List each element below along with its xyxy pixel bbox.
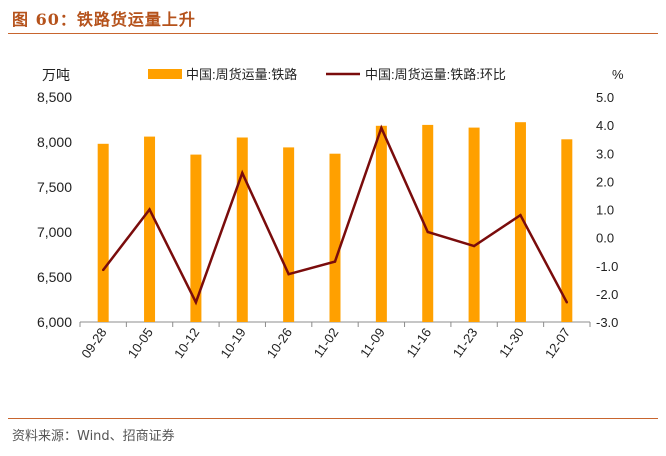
left-tick-label: 6,000 [37,314,72,330]
right-tick-label: 1.0 [596,203,614,218]
right-tick-label: 5.0 [596,90,614,105]
source-note: 资料来源：Wind、招商证券 [12,429,175,444]
x-tick-label: 12-07 [542,325,573,361]
x-tick-label: 11-09 [357,325,388,360]
bar [422,124,434,323]
right-tick-label: -3.0 [596,315,618,330]
bar [375,125,387,322]
line-point [148,208,151,211]
plot-area: 6,000 6,500 7,000 7,500 8,000 8,500 -3.0 -2.0 -1… [37,89,618,361]
right-tick-label: -2.0 [596,287,618,302]
left-tick-label: 8,000 [37,134,72,150]
line-point [194,301,198,304]
line-point [426,230,429,234]
right-axis-unit: % [612,67,624,82]
x-tick-label: 11-16 [403,325,434,360]
bar [190,154,202,322]
right-tick-label: -1.0 [596,259,618,274]
x-tick-label: 10-12 [171,325,202,361]
line-point [519,213,522,217]
legend-bar-label: 中国:周货运量:铁路 [186,67,297,82]
bar [514,122,526,322]
footer-divider [8,418,658,419]
line-point [287,272,290,276]
left-tick-label: 7,000 [37,224,72,240]
line-point [565,301,569,304]
x-tick-label: 10-05 [125,325,156,361]
left-tick-label: 8,500 [37,89,72,105]
title-divider [8,33,658,34]
x-tick-label: 11-02 [311,325,342,360]
line-point [380,126,383,130]
left-tick-label: 6,500 [37,269,72,285]
bar [468,127,480,322]
bar [144,136,156,322]
x-tick-label: 09-28 [78,325,109,361]
bar [283,147,295,322]
bar [561,139,573,322]
x-tick-label: 11-30 [496,325,527,360]
line-point [241,171,244,175]
line-point [472,244,476,248]
left-axis-unit: 万吨 [42,67,70,83]
right-tick-label: 2.0 [596,174,614,189]
bar [329,153,341,322]
right-tick-label: 4.0 [596,118,614,133]
line-point [101,268,105,272]
bar [97,143,109,322]
left-tick-label: 7,500 [37,179,72,195]
x-tick-label: 11-23 [450,325,481,360]
line-point [333,260,337,263]
right-tick-label: 3.0 [596,146,614,161]
legend-line-label: 中国:周货运量:铁路:环比 [365,67,506,82]
x-tick-label: 10-26 [264,325,295,361]
figure-title: 图 60：铁路货运量上升 [12,10,196,29]
x-tick-label: 10-19 [217,325,248,361]
legend-bar-swatch [148,69,182,79]
bar [236,137,248,322]
right-tick-label: 0.0 [596,231,614,246]
chart: 万吨 % 中国:周货运量:铁路 中国:周货运量:铁路:环比 6,000 6,500… [37,67,624,361]
